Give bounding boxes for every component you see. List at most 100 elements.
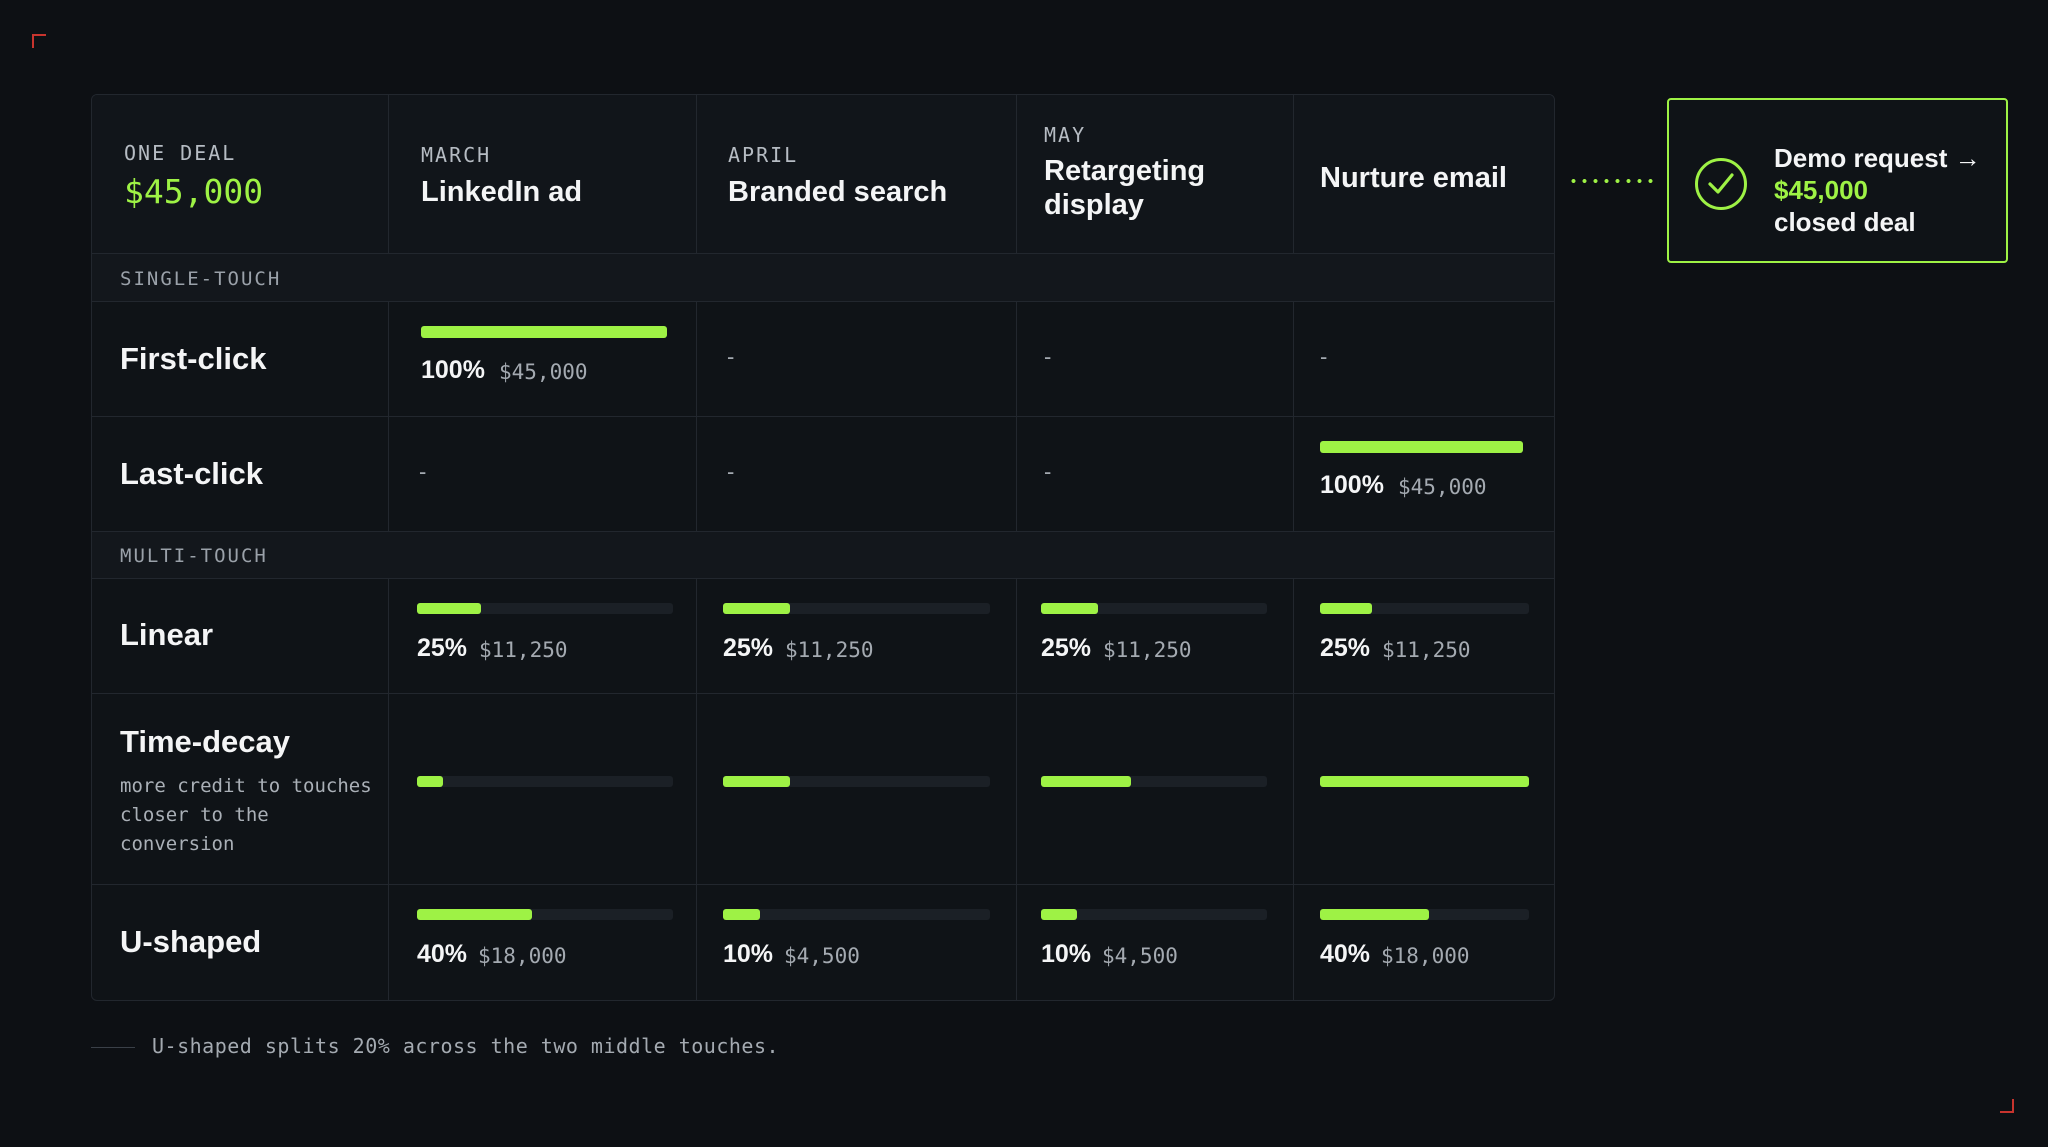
table-header-row: ONE DEAL $45,000 MARCH LinkedIn ad APRIL…: [92, 95, 1554, 254]
credit-amount: $18,000: [1381, 944, 1470, 968]
credit-bar: [1041, 603, 1098, 614]
credit-amount: $18,000: [478, 944, 567, 968]
model-row-linear: Linear 25% $11,250 25% $11,250 25% $11,2…: [92, 579, 1554, 694]
model-row-first-click: First-click 100% $45,000 - - -: [92, 302, 1554, 417]
footnote-rule: [91, 1047, 135, 1048]
credit-cell: [389, 694, 697, 884]
credit-bar: [723, 603, 790, 614]
credit-cell: -: [697, 302, 1017, 416]
credit-track: [1041, 603, 1267, 614]
credit-bar: [417, 909, 533, 920]
credit-percent: 25%: [417, 634, 468, 662]
credit-cell: [1294, 694, 1554, 884]
credit-bar: [417, 603, 481, 614]
credit-amount: $4,500: [784, 944, 860, 968]
credit-cell: 25% $11,250: [1017, 579, 1294, 693]
credit-percent: 25%: [1320, 634, 1371, 662]
model-name-cell: U-shaped: [92, 885, 389, 1000]
section-multi-touch: MULTI-TOUCH: [92, 532, 1554, 579]
credit-bar: [1320, 776, 1529, 787]
dotted-connector: [1568, 179, 1656, 183]
credit-cell: 25% $11,250: [389, 579, 697, 693]
model-name-cell: Last-click: [92, 417, 389, 531]
conversion-title: Demo request →: [1774, 143, 1981, 173]
credit-amount: $11,250: [1382, 638, 1471, 662]
credit-amount: $45,000: [499, 360, 588, 384]
empty-dash: -: [1044, 344, 1052, 369]
credit-cell: -: [1294, 302, 1554, 416]
check-circle-icon: [1695, 158, 1747, 210]
model-title: U-shaped: [120, 924, 262, 959]
model-row-u-shaped: U-shaped 40% $18,000 10% $4,500 10% $4,5…: [92, 885, 1554, 1000]
credit-percent: 100%: [1320, 471, 1384, 499]
model-title: Linear: [120, 617, 214, 652]
model-row-time-decay: Time-decay more credit to touches closer…: [92, 694, 1554, 885]
credit-cell: 25% $11,250: [697, 579, 1017, 693]
credit-bar: [723, 909, 761, 920]
credit-cell: 100% $45,000: [1294, 417, 1554, 531]
credit-percent: 40%: [417, 940, 468, 968]
credit-cell: -: [1017, 302, 1294, 416]
corner-mark-bottom-right: [2000, 1099, 2014, 1113]
empty-dash: -: [727, 459, 735, 484]
credit-track: [723, 776, 990, 787]
deal-label: ONE DEAL: [124, 141, 237, 165]
credit-bar: [421, 326, 667, 338]
touch-header-nurture-email: Nurture email: [1294, 95, 1554, 253]
model-title: Time-decay: [120, 724, 291, 759]
empty-dash: -: [1320, 344, 1328, 369]
section-label: SINGLE-TOUCH: [120, 268, 282, 290]
model-title: First-click: [120, 341, 267, 376]
credit-track: [417, 776, 673, 787]
empty-dash: -: [727, 344, 735, 369]
section-label: MULTI-TOUCH: [120, 545, 268, 567]
credit-track: [1041, 776, 1267, 787]
credit-track: [417, 603, 673, 614]
credit-track: [723, 603, 990, 614]
deal-value: $45,000: [124, 172, 264, 211]
credit-track: [1320, 603, 1529, 614]
model-title: Last-click: [120, 456, 264, 491]
touch-month: MARCH: [421, 143, 492, 167]
credit-cell: -: [1017, 417, 1294, 531]
credit-cell: [1017, 694, 1294, 884]
credit-track: [1320, 909, 1529, 920]
credit-percent: 25%: [1041, 634, 1092, 662]
credit-cell: 40% $18,000: [389, 885, 697, 1000]
conversion-subtitle: closed deal: [1774, 207, 1916, 237]
footnote: U-shaped splits 20% across the two middl…: [152, 1034, 780, 1058]
model-name-cell: Linear: [92, 579, 389, 693]
credit-amount: $4,500: [1102, 944, 1178, 968]
conversion-amount: $45,000: [1774, 175, 1868, 205]
credit-cell: 100% $45,000: [389, 302, 697, 416]
credit-cell: 40% $18,000: [1294, 885, 1554, 1000]
credit-cell: -: [389, 417, 697, 531]
credit-amount: $45,000: [1398, 475, 1487, 499]
touch-month: APRIL: [728, 143, 799, 167]
credit-percent: 40%: [1320, 940, 1371, 968]
model-row-last-click: Last-click - - - 100% $45,000: [92, 417, 1554, 532]
credit-percent: 25%: [723, 634, 774, 662]
credit-bar: [1320, 909, 1429, 920]
attribution-table: ONE DEAL $45,000 MARCH LinkedIn ad APRIL…: [91, 94, 1555, 1001]
credit-percent: 10%: [1041, 940, 1092, 968]
touch-header-retargeting: MAY Retargeting display: [1017, 95, 1294, 253]
model-name-cell: Time-decay more credit to touches closer…: [92, 694, 389, 884]
credit-bar: [723, 776, 790, 787]
deal-header-cell: ONE DEAL $45,000: [92, 95, 389, 253]
credit-cell: 25% $11,250: [1294, 579, 1554, 693]
credit-bar: [1041, 909, 1078, 920]
credit-percent: 10%: [723, 940, 774, 968]
empty-dash: -: [1044, 459, 1052, 484]
touch-name: LinkedIn ad: [421, 176, 583, 208]
touch-name: Retargeting display: [1044, 155, 1206, 221]
corner-mark-top-left: [32, 34, 46, 48]
credit-cell: [697, 694, 1017, 884]
credit-amount: $11,250: [479, 638, 568, 662]
credit-cell: -: [697, 417, 1017, 531]
credit-cell: 10% $4,500: [697, 885, 1017, 1000]
credit-bar: [417, 776, 443, 787]
credit-track: [1041, 909, 1267, 920]
credit-amount: $11,250: [785, 638, 874, 662]
credit-cell: 10% $4,500: [1017, 885, 1294, 1000]
